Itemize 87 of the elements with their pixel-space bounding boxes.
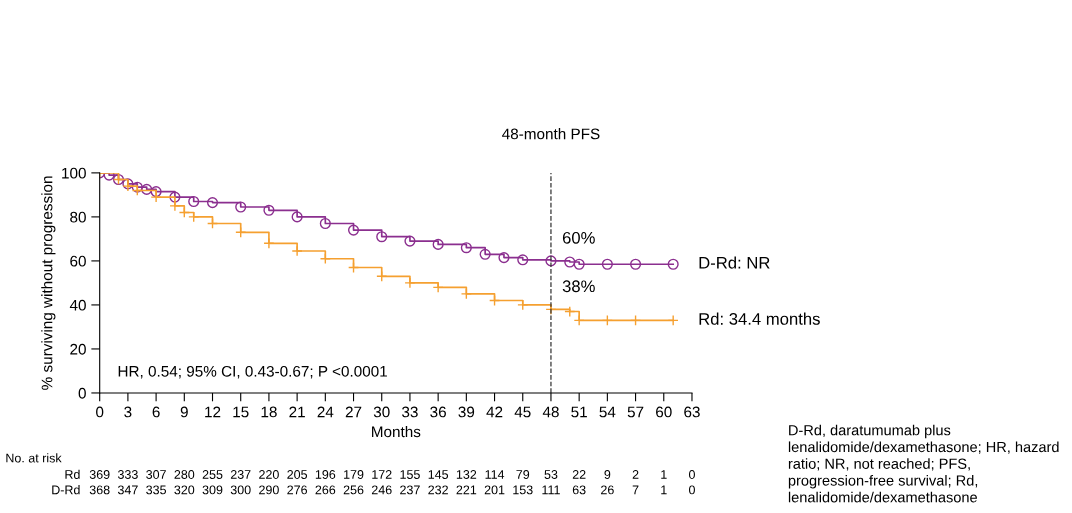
point bbox=[141, 183, 153, 195]
point bbox=[601, 314, 613, 326]
point bbox=[404, 235, 416, 247]
text: D-Rd 368 347 335 320 309 300 290 276 266 256 246 237 232 221 201 153 111 63 26 7 1 0 bbox=[52, 485, 695, 495]
point bbox=[188, 211, 200, 223]
text: D-Rd, daratumumab plus lenalidomide/dexamethasone; HR, hazard ratio; NR, not reached; PFS, progression-free survival; Rd, lenalidomide/dexamethasone bbox=[788, 424, 1059, 503]
x-tick-label: 24 bbox=[317, 406, 334, 418]
x-tick-label: 30 bbox=[373, 406, 390, 418]
point bbox=[573, 258, 585, 270]
point bbox=[432, 281, 444, 293]
point bbox=[404, 277, 416, 289]
point bbox=[235, 226, 247, 238]
x-tick-label: 60 bbox=[656, 406, 672, 418]
x-tick-label: 57 bbox=[627, 406, 644, 418]
x-tick-label: 12 bbox=[205, 406, 221, 418]
x-tick-label: 27 bbox=[345, 406, 362, 418]
point bbox=[263, 204, 275, 216]
point bbox=[564, 256, 576, 268]
point bbox=[545, 255, 557, 267]
x-tick-label: 21 bbox=[289, 406, 305, 418]
text: Rd 369 333 307 280 255 237 220 205 196 179 172 155 145 132 114 79 53 22 9 2 1 0 bbox=[65, 469, 695, 479]
x-tick-label: 42 bbox=[486, 406, 503, 418]
x-tick-label: 36 bbox=[430, 406, 446, 418]
y-tick-label: 60 bbox=[70, 255, 86, 267]
y-tick-label: 100 bbox=[62, 167, 86, 179]
x-tick-label: 45 bbox=[514, 406, 531, 418]
point bbox=[178, 206, 190, 219]
point bbox=[319, 217, 331, 230]
point bbox=[498, 252, 510, 264]
y-tick-label: 40 bbox=[69, 299, 86, 311]
point bbox=[103, 172, 115, 181]
point bbox=[488, 294, 501, 307]
point bbox=[460, 288, 472, 300]
point bbox=[188, 195, 200, 208]
text: No. at risk bbox=[6, 453, 62, 463]
annotation: 38% bbox=[562, 280, 595, 293]
x-axis-title: Months bbox=[372, 425, 421, 438]
point bbox=[564, 305, 576, 318]
x-tick-label: 51 bbox=[571, 406, 587, 418]
point bbox=[206, 197, 219, 209]
point bbox=[319, 253, 331, 265]
point bbox=[291, 245, 303, 257]
x-tick-label: 63 bbox=[684, 406, 700, 418]
x-tick-label: 6 bbox=[152, 406, 160, 418]
x-tick-label: 18 bbox=[261, 406, 277, 418]
point bbox=[517, 254, 529, 266]
point bbox=[573, 314, 585, 326]
point bbox=[131, 184, 143, 197]
point bbox=[517, 299, 529, 311]
point bbox=[630, 314, 642, 326]
point bbox=[601, 258, 613, 270]
point bbox=[479, 248, 491, 260]
point bbox=[376, 231, 388, 243]
point bbox=[150, 186, 162, 198]
point bbox=[376, 270, 388, 282]
point bbox=[667, 314, 679, 326]
point bbox=[630, 258, 642, 270]
x-tick-label: 0 bbox=[96, 406, 104, 418]
point bbox=[432, 238, 444, 250]
point bbox=[206, 217, 219, 230]
y-tick-label: 80 bbox=[70, 211, 86, 223]
x-tick-label: 9 bbox=[180, 406, 188, 418]
point bbox=[235, 201, 247, 213]
y-tick-label: 20 bbox=[70, 343, 86, 355]
point bbox=[347, 261, 360, 274]
ref-line-label: 48-month PFS bbox=[502, 128, 600, 140]
x-tick-label: 15 bbox=[233, 406, 249, 418]
annotation: 60% bbox=[562, 231, 595, 244]
y-axis-title: % surviving without progression bbox=[41, 176, 56, 390]
series-label: D-Rd: NR bbox=[699, 256, 770, 269]
point bbox=[169, 200, 181, 212]
y-tick-label: 0 bbox=[78, 387, 86, 399]
point bbox=[347, 224, 360, 236]
point bbox=[460, 242, 472, 254]
series-label: Rd: 34.4 months bbox=[699, 312, 820, 325]
point bbox=[150, 191, 162, 203]
point bbox=[291, 211, 303, 223]
point bbox=[131, 181, 143, 193]
point bbox=[169, 191, 181, 203]
point bbox=[263, 237, 275, 249]
annotation: HR, 0.54; 95% CI, 0.43-0.67; P <0.0001 bbox=[118, 365, 387, 379]
x-tick-label: 48 bbox=[542, 406, 559, 418]
x-tick-label: 39 bbox=[458, 406, 475, 418]
point bbox=[667, 258, 679, 270]
x-tick-label: 3 bbox=[124, 406, 132, 418]
x-tick-label: 33 bbox=[402, 406, 418, 418]
x-tick-label: 54 bbox=[599, 406, 616, 418]
